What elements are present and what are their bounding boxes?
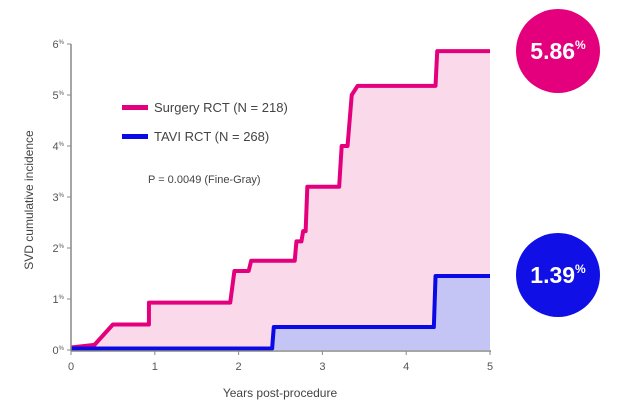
x-tick-label: 5 xyxy=(487,361,493,373)
legend-item-surgery: Surgery RCT (N = 218) xyxy=(122,100,288,115)
y-tick-label: 4% xyxy=(53,141,65,153)
x-tick-label: 2 xyxy=(236,361,242,373)
y-tick-label: 0% xyxy=(53,345,65,357)
legend-swatch-surgery xyxy=(122,105,148,110)
legend-item-tavi: TAVI RCT (N = 268) xyxy=(122,129,269,144)
surgery-badge-unit: % xyxy=(575,38,586,52)
x-tick-label: 3 xyxy=(319,361,325,373)
legend-label-surgery: Surgery RCT (N = 218) xyxy=(154,100,288,115)
tavi-badge-value: 1.39 xyxy=(530,261,576,288)
surgery-incidence-badge: 5.86% xyxy=(516,9,600,93)
x-axis-label: Years post-procedure xyxy=(223,386,338,400)
x-tick-label: 4 xyxy=(403,361,409,373)
y-tick-label: 2% xyxy=(53,243,65,255)
tavi-incidence-badge: 1.39% xyxy=(516,233,600,317)
legend-swatch-tavi xyxy=(122,134,148,139)
y-axis-label: SVD cumulative incidence xyxy=(22,130,36,270)
series-line-1 xyxy=(71,274,490,351)
y-tick-label: 6% xyxy=(53,39,65,51)
legend-label-tavi: TAVI RCT (N = 268) xyxy=(154,129,270,144)
series-area-0 xyxy=(71,51,490,350)
y-tick-label: 1% xyxy=(53,294,65,306)
x-tick-label: 0 xyxy=(68,361,74,373)
tavi-badge-unit: % xyxy=(575,262,586,276)
y-tick-label: 5% xyxy=(53,90,65,102)
x-tick-label: 1 xyxy=(152,361,158,373)
y-tick-label: 3% xyxy=(53,192,65,204)
p-value-annotation: P = 0.0049 (Fine-Gray) xyxy=(148,174,261,186)
surgery-badge-value: 5.86 xyxy=(530,37,576,64)
series-line-0 xyxy=(70,49,490,350)
series-area-1 xyxy=(71,276,490,350)
